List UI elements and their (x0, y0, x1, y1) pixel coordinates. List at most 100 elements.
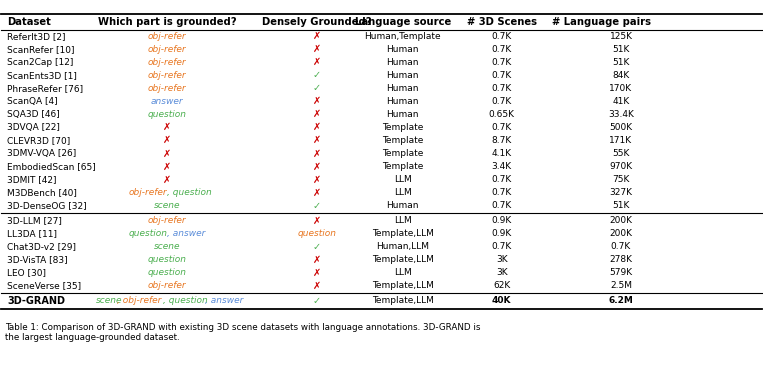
Text: Template,LLM: Template,LLM (372, 255, 433, 264)
Text: 500K: 500K (610, 123, 633, 132)
Text: 0.7K: 0.7K (491, 201, 512, 210)
Text: 0.65K: 0.65K (488, 110, 514, 119)
Text: ✗: ✗ (313, 44, 321, 54)
Text: obj-refer: obj-refer (148, 84, 186, 93)
Text: ✓: ✓ (313, 242, 321, 252)
Text: 4.1K: 4.1K (491, 149, 512, 158)
Text: ✗: ✗ (313, 188, 321, 198)
Text: 0.9K: 0.9K (491, 229, 512, 238)
Text: ✗: ✗ (313, 109, 321, 119)
Text: 125K: 125K (610, 32, 633, 41)
Text: 0.7K: 0.7K (491, 242, 512, 251)
Text: ✗: ✗ (163, 174, 171, 185)
Text: 200K: 200K (610, 229, 633, 238)
Text: , question: , question (163, 296, 208, 305)
Text: 0.7K: 0.7K (491, 45, 512, 54)
Text: ✓: ✓ (313, 201, 321, 210)
Text: Which part is grounded?: Which part is grounded? (98, 17, 237, 27)
Text: Dataset: Dataset (8, 17, 51, 27)
Text: ✓: ✓ (313, 296, 321, 306)
Text: Human: Human (387, 110, 419, 119)
Text: 200K: 200K (610, 216, 633, 225)
Text: ✗: ✗ (313, 57, 321, 67)
Text: , obj-refer: , obj-refer (117, 296, 161, 305)
Text: SQA3D [46]: SQA3D [46] (8, 110, 60, 119)
Text: ✓: ✓ (313, 70, 321, 80)
Text: 41K: 41K (613, 97, 629, 106)
Text: Human,LLM: Human,LLM (376, 242, 430, 251)
Text: ScanQA [4]: ScanQA [4] (8, 97, 58, 106)
Text: ✗: ✗ (163, 148, 171, 158)
Text: 3DMV-VQA [26]: 3DMV-VQA [26] (8, 149, 77, 158)
Text: scene: scene (96, 296, 123, 305)
Text: , answer: , answer (204, 296, 243, 305)
Text: 0.9K: 0.9K (491, 216, 512, 225)
Text: ✗: ✗ (163, 122, 171, 132)
Text: Human,Template: Human,Template (365, 32, 441, 41)
Text: question: question (147, 110, 187, 119)
Text: LLM: LLM (394, 216, 412, 225)
Text: ✗: ✗ (313, 267, 321, 278)
Text: Template: Template (382, 162, 423, 171)
Text: SceneVerse [35]: SceneVerse [35] (8, 281, 82, 290)
Text: Chat3D-v2 [29]: Chat3D-v2 [29] (8, 242, 76, 251)
Text: LL3DA [11]: LL3DA [11] (8, 229, 57, 238)
Text: Densely Grounded?: Densely Grounded? (262, 17, 372, 27)
Text: Human: Human (387, 84, 419, 93)
Text: 3D-LLM [27]: 3D-LLM [27] (8, 216, 63, 225)
Text: Template: Template (382, 136, 423, 145)
Text: 3K: 3K (496, 268, 507, 277)
Text: 0.7K: 0.7K (491, 71, 512, 80)
Text: obj-refer: obj-refer (148, 216, 186, 225)
Text: Human: Human (387, 58, 419, 67)
Text: Language source: Language source (355, 17, 451, 27)
Text: ✗: ✗ (313, 122, 321, 132)
Text: Human: Human (387, 97, 419, 106)
Text: Template,LLM: Template,LLM (372, 281, 433, 290)
Text: 40K: 40K (492, 296, 511, 305)
Text: 3D-VisTA [83]: 3D-VisTA [83] (8, 255, 68, 264)
Text: ✗: ✗ (313, 161, 321, 171)
Text: 0.7K: 0.7K (491, 32, 512, 41)
Text: Human: Human (387, 71, 419, 80)
Text: 3.4K: 3.4K (491, 162, 512, 171)
Text: 51K: 51K (612, 201, 629, 210)
Text: obj-refer: obj-refer (148, 58, 186, 67)
Text: 8.7K: 8.7K (491, 136, 512, 145)
Text: , answer: , answer (167, 229, 205, 238)
Text: 2.5M: 2.5M (610, 281, 632, 290)
Text: M3DBench [40]: M3DBench [40] (8, 188, 77, 197)
Text: 51K: 51K (612, 45, 629, 54)
Text: ReferIt3D [2]: ReferIt3D [2] (8, 32, 66, 41)
Text: ScanRefer [10]: ScanRefer [10] (8, 45, 75, 54)
Text: 0.7K: 0.7K (491, 97, 512, 106)
Text: 0.7K: 0.7K (491, 84, 512, 93)
Text: , question: , question (167, 188, 212, 197)
Text: 3K: 3K (496, 255, 507, 264)
Text: 171K: 171K (610, 136, 633, 145)
Text: ✓: ✓ (313, 83, 321, 93)
Text: 327K: 327K (610, 188, 633, 197)
Text: 75K: 75K (612, 175, 629, 184)
Text: ✗: ✗ (313, 174, 321, 185)
Text: LLM: LLM (394, 188, 412, 197)
Text: ✗: ✗ (163, 161, 171, 171)
Text: 51K: 51K (612, 58, 629, 67)
Text: ✗: ✗ (313, 281, 321, 291)
Text: answer: answer (151, 97, 183, 106)
Text: 579K: 579K (610, 268, 633, 277)
Text: 3D-GRAND: 3D-GRAND (8, 296, 66, 306)
Text: LLM: LLM (394, 268, 412, 277)
Text: 0.7K: 0.7K (491, 188, 512, 197)
Text: 84K: 84K (613, 71, 629, 80)
Text: # Language pairs: # Language pairs (552, 17, 652, 27)
Text: 62K: 62K (493, 281, 510, 290)
Text: scene: scene (154, 201, 180, 210)
Text: # 3D Scenes: # 3D Scenes (467, 17, 536, 27)
Text: obj-refer: obj-refer (148, 45, 186, 54)
Text: Template,LLM: Template,LLM (372, 229, 433, 238)
Text: 3D-DenseOG [32]: 3D-DenseOG [32] (8, 201, 87, 210)
Text: ✗: ✗ (163, 135, 171, 146)
Text: 170K: 170K (610, 84, 633, 93)
Text: obj-refer: obj-refer (128, 188, 167, 197)
